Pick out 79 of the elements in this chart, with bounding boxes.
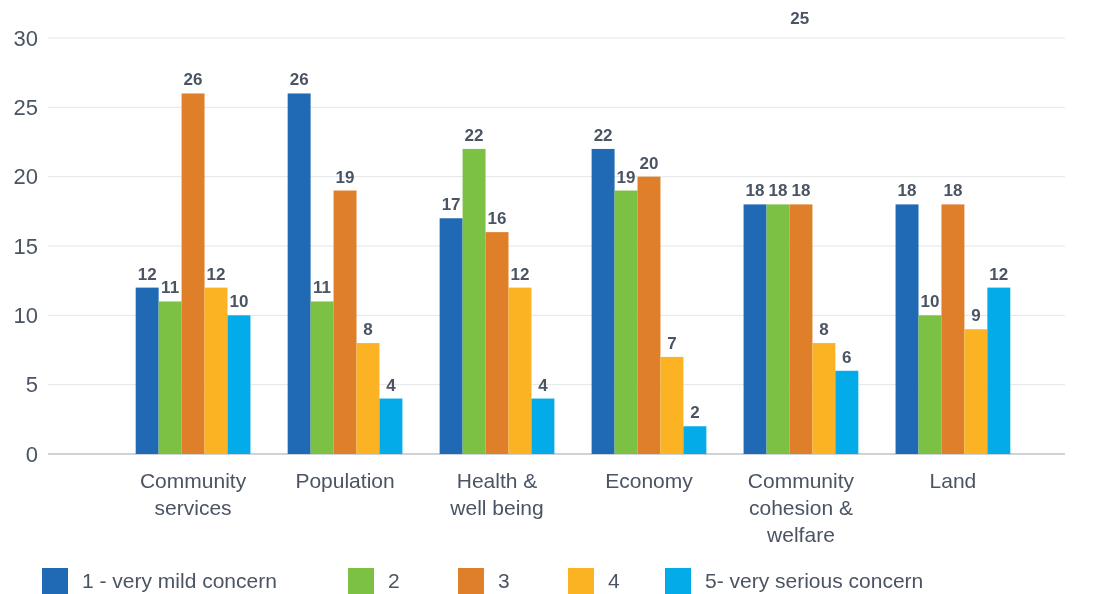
data-label: 17 <box>441 195 461 215</box>
data-label: 16 <box>487 209 507 229</box>
data-label: 8 <box>363 320 373 340</box>
legend-label: 2 <box>388 569 400 593</box>
bar <box>918 315 942 454</box>
bar <box>789 204 813 454</box>
x-tick-label: Land <box>929 469 977 492</box>
data-label: 18 <box>768 181 788 201</box>
x-tick-label: Community services <box>139 469 247 519</box>
bar <box>637 176 661 454</box>
bar <box>508 287 532 454</box>
y-tick-label: 10 <box>13 303 38 329</box>
bar <box>181 93 205 454</box>
bar <box>941 204 965 454</box>
data-label: 12 <box>137 264 157 284</box>
data-label: 22 <box>464 125 484 145</box>
data-label: 18 <box>943 181 963 201</box>
bar <box>158 301 182 454</box>
bar <box>333 190 357 454</box>
bar <box>379 398 403 454</box>
bar <box>660 356 684 454</box>
data-label: 11 <box>313 278 332 298</box>
bar <box>310 301 334 454</box>
bar <box>964 329 988 454</box>
x-tick-label: Population <box>295 469 395 492</box>
bar <box>204 287 228 454</box>
data-label: 18 <box>745 181 765 201</box>
y-tick-label: 0 <box>25 441 38 467</box>
y-tick-label: 15 <box>13 233 38 259</box>
bar <box>287 93 311 454</box>
x-tick-label: Health & well being <box>449 469 544 519</box>
bar <box>531 398 555 454</box>
legend-label: 5- very serious concern <box>705 569 924 593</box>
data-label: 10 <box>920 292 940 312</box>
bar <box>614 190 638 454</box>
bar <box>462 148 486 454</box>
bar <box>227 315 251 454</box>
x-tick-label: Community cohesion & welfare <box>747 469 855 546</box>
bar <box>439 218 463 454</box>
data-label: 4 <box>538 375 549 395</box>
data-label: 19 <box>335 167 355 187</box>
data-label: 2 <box>690 403 700 423</box>
text: 25 <box>790 9 810 28</box>
data-label: 12 <box>206 264 226 284</box>
bar <box>987 287 1011 454</box>
x-tick-label: Economy <box>605 469 694 492</box>
bar <box>356 343 380 454</box>
data-label: 18 <box>897 181 917 201</box>
data-label: 19 <box>616 167 636 187</box>
bar <box>135 287 159 454</box>
y-tick-label: 25 <box>13 95 38 121</box>
legend-label: 1 - very mild concern <box>82 569 277 593</box>
data-label: 8 <box>819 320 829 340</box>
data-label: 9 <box>971 306 981 326</box>
bar <box>683 426 707 454</box>
data-label: 18 <box>791 181 811 201</box>
bar <box>485 232 509 454</box>
bar <box>835 370 859 454</box>
data-label: 26 <box>183 70 203 90</box>
bar <box>743 204 767 454</box>
bar <box>591 148 615 454</box>
data-label: 7 <box>667 333 677 353</box>
y-tick-label: 5 <box>25 372 38 398</box>
data-label: 6 <box>842 347 852 367</box>
data-label: 22 <box>593 125 613 145</box>
data-label: 11 <box>161 278 180 298</box>
data-label: 20 <box>639 153 659 173</box>
bar <box>766 204 790 454</box>
bar <box>895 204 919 454</box>
legend-label: 3 <box>498 569 510 593</box>
data-label: 12 <box>510 264 530 284</box>
bar <box>812 343 836 454</box>
data-label: 12 <box>989 264 1009 284</box>
y-tick-label: 30 <box>13 25 38 51</box>
data-label: 4 <box>386 375 397 395</box>
y-tick-label: 20 <box>13 164 38 190</box>
data-label: 26 <box>289 70 309 90</box>
data-label: 10 <box>229 292 249 312</box>
legend-label: 4 <box>608 569 620 593</box>
